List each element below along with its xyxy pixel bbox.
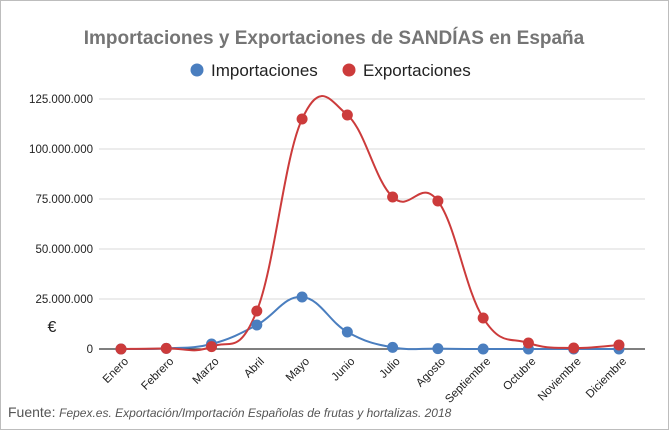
x-tick-label: Febrero: [139, 356, 176, 393]
x-tick-label: Agosto: [414, 356, 448, 390]
data-point-importaciones-junio: [341, 326, 353, 338]
x-tick-label: Septiembre: [443, 356, 493, 406]
data-point-exportaciones-mayo: [296, 113, 308, 125]
x-tick-label: Enero: [101, 356, 131, 386]
y-tick-label: 100.000.000: [29, 144, 93, 156]
y-tick-label: 0: [87, 344, 93, 356]
source-text: Fepex.es. Exportación/Importación Españo…: [59, 406, 452, 420]
data-point-exportaciones-diciembre: [613, 339, 625, 351]
y-tick-label: 50.000.000: [35, 244, 93, 256]
source-note: Fuente: Fepex.es. Exportación/Importació…: [8, 404, 451, 420]
data-point-importaciones-septiembre: [477, 343, 489, 355]
y-axis-ticks: 0 25.000.000 50.000.000 75.000.000 100.000.0…: [29, 94, 93, 356]
data-point-exportaciones-julio: [387, 191, 399, 203]
source-label: Fuente:: [8, 404, 56, 420]
data-point-exportaciones-agosto: [432, 195, 444, 207]
data-point-exportaciones-abril: [251, 305, 263, 317]
x-tick-label: Octubre: [501, 356, 538, 393]
data-point-exportaciones-febrero: [160, 342, 172, 354]
legend-marker-exportaciones: [342, 63, 356, 77]
x-axis-ticks: Enero Febrero Marzo Abril Mayo Junio Julio Agos…: [101, 356, 629, 406]
y-tick-label: 75.000.000: [35, 194, 93, 206]
data-point-exportaciones-octubre: [522, 337, 534, 349]
legend-label-exportaciones: Exportaciones: [363, 61, 471, 80]
legend: Importaciones Exportaciones: [190, 61, 471, 80]
data-point-exportaciones-junio: [341, 109, 353, 121]
data-point-importaciones-julio: [387, 341, 399, 353]
x-tick-label: Junio: [330, 356, 358, 384]
series-points: [115, 109, 625, 355]
series-lines: [120, 95, 620, 352]
data-point-importaciones-abril: [251, 319, 263, 331]
x-tick-label: Diciembre: [584, 356, 629, 401]
data-point-exportaciones-noviembre: [568, 342, 580, 354]
x-tick-label: Abril: [242, 356, 267, 381]
data-point-exportaciones-septiembre: [477, 312, 489, 324]
x-tick-label: Noviembre: [536, 356, 584, 404]
data-point-importaciones-mayo: [296, 291, 308, 303]
gridlines: [99, 98, 645, 350]
y-axis-label: €: [48, 319, 57, 336]
series-line-exportaciones: [120, 95, 620, 352]
data-point-exportaciones-marzo: [206, 341, 218, 353]
legend-label-importaciones: Importaciones: [211, 61, 318, 80]
data-point-importaciones-agosto: [432, 343, 444, 355]
legend-marker-importaciones: [190, 63, 204, 77]
x-tick-label: Julio: [378, 356, 403, 381]
series-line-importaciones: [120, 295, 619, 351]
x-tick-label: Mayo: [284, 356, 312, 384]
data-point-exportaciones-enero: [115, 343, 127, 355]
y-tick-label: 25.000.000: [35, 294, 93, 306]
chart-title: Importaciones y Exportaciones de SANDÍAS…: [84, 27, 585, 49]
y-tick-label: 125.000.000: [29, 94, 93, 106]
x-tick-label: Marzo: [191, 356, 222, 387]
